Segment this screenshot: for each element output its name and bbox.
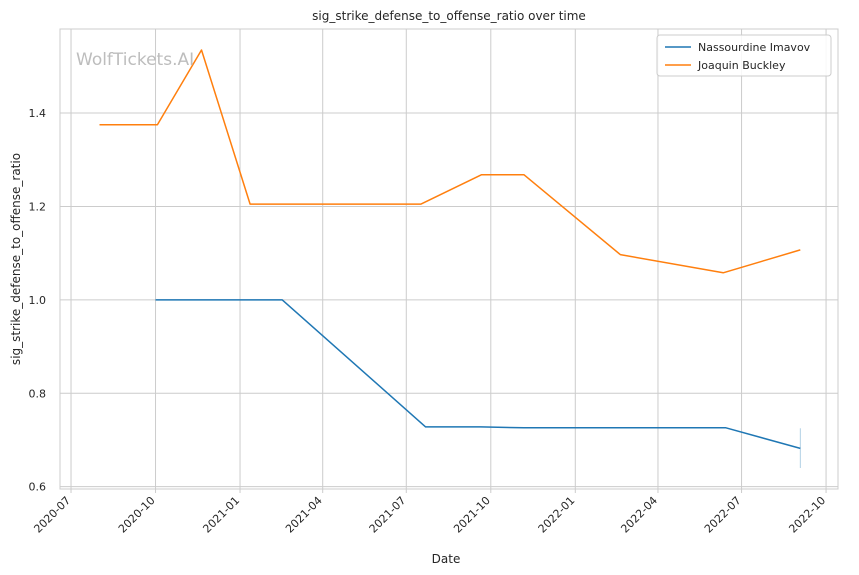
legend-box [656,34,832,77]
series-joaquin-buckley [99,49,801,274]
y-tick-label: 1.0 [29,294,47,307]
chart-title: sig_strike_defense_to_offense_ratio over… [312,9,586,23]
x-tick-label: 2022-10 [786,494,828,536]
x-tick-labels: 2020-07 2020-10 2021-01 2021-04 2021-07 2021-… [31,489,828,536]
plot-frame [59,28,839,490]
x-tick-label: 2021-10 [451,494,493,536]
x-tick-label: 2020-07 [31,494,73,536]
x-tick-label: 2021-01 [200,494,242,536]
x-tick-label: 2021-07 [367,494,409,536]
y-tick-label: 0.6 [29,481,47,494]
x-tick-label: 2022-01 [536,494,578,536]
legend-label-nassourdine-imavov: Nassourdine Imavov [698,41,811,54]
x-gridlines [70,29,827,489]
watermark: WolfTickets.AI [76,50,194,70]
y-axis-label: sig_strike_defense_to_offense_ratio [9,153,23,365]
y-tick-labels: 0.6 0.8 1.0 1.2 1.4 [29,107,47,494]
series-line-joaquin-buckley [99,49,801,274]
x-tick-label: 2022-04 [618,494,660,536]
y-gridlines [60,112,838,488]
series-layer [99,49,801,468]
legend-label-joaquin-buckley: Joaquin Buckley [697,59,786,72]
x-axis-label: Date [432,552,461,566]
series-line-nassourdine-imavov [155,299,801,450]
y-tick-label: 1.2 [29,200,47,213]
x-tick-label: 2020-10 [116,494,158,536]
y-tick-label: 1.4 [29,107,47,120]
x-tick-label: 2022-07 [702,494,744,536]
plot-area [60,29,838,489]
x-tick-label: 2021-04 [283,494,325,536]
y-tick-label: 0.8 [29,387,47,400]
series-nassourdine-imavov [155,299,801,468]
legend: Nassourdine Imavov Joaquin Buckley [656,34,832,77]
